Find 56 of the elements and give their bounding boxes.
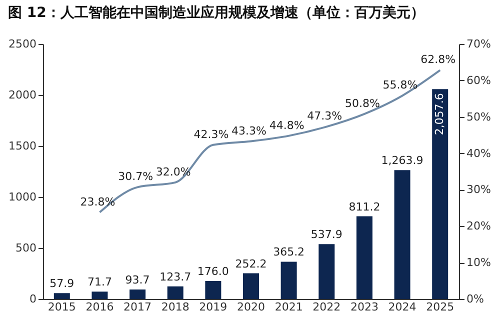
data-label: 811.2 [348, 200, 380, 214]
y2-tick-label: 10% [466, 256, 491, 270]
chart-title: 图 12：人工智能在中国制造业应用规模及增速（单位：百万美元） [8, 4, 424, 21]
bar [432, 89, 448, 299]
x-tick-label: 2018 [161, 300, 190, 314]
data-label: 123.7 [160, 270, 192, 284]
data-label: 42.3% [194, 128, 229, 141]
x-tick-label: 2016 [86, 300, 114, 314]
y-tick-label: 500 [16, 242, 36, 254]
y2-tick-label: 20% [466, 220, 491, 233]
bar [356, 216, 372, 299]
y-tick-label: 1000 [8, 190, 36, 204]
y-tick-label: 2000 [8, 88, 36, 102]
x-tick-label: 2024 [388, 300, 416, 314]
x-tick-label: 2017 [124, 300, 152, 314]
data-label: 93.7 [125, 273, 150, 286]
bar [92, 292, 108, 299]
bar [280, 262, 297, 299]
y2-tick-label: 70% [466, 38, 491, 50]
data-label: 43.3% [232, 124, 266, 138]
data-label: 30.7% [118, 170, 154, 184]
bar [54, 293, 70, 299]
bar [167, 286, 184, 299]
y2-tick-label: 60% [466, 74, 491, 87]
y2-tick-label: 50% [466, 110, 491, 124]
bar [394, 170, 410, 299]
x-tick-label: 2025 [426, 300, 454, 314]
data-label: 57.9 [50, 277, 74, 290]
y-tick-label: 1500 [8, 140, 36, 152]
data-label: 62.8% [420, 53, 456, 66]
y-tick-label: 0 [30, 292, 36, 306]
data-label: 252.2 [235, 257, 267, 270]
data-label: 537.9 [310, 228, 342, 242]
x-tick-label: 2023 [350, 300, 378, 314]
x-tick-label: 2019 [199, 300, 228, 314]
y2-tick-label: 30% [466, 183, 491, 196]
data-label: 55.8% [382, 78, 418, 92]
y2-tick-label: 40% [466, 146, 491, 160]
x-tick-label: 2022 [312, 300, 341, 314]
x-tick-label: 2015 [48, 300, 76, 314]
bar [205, 281, 222, 299]
bar [318, 244, 335, 299]
data-label: 176.0 [197, 265, 229, 278]
data-label: 1,263.9 [381, 154, 424, 168]
data-label: 2,057.6 [433, 93, 446, 136]
y2-tick-label: 0% [466, 292, 484, 306]
data-label: 44.8% [269, 118, 304, 132]
y-tick-label: 2500 [8, 38, 36, 50]
bar [130, 289, 146, 299]
data-label: 47.3% [307, 110, 342, 123]
x-tick-label: 2021 [274, 300, 303, 314]
bar [243, 273, 259, 299]
x-tick-label: 2020 [237, 300, 265, 314]
data-label: 50.8% [344, 96, 380, 110]
data-label: 365.2 [273, 246, 305, 259]
data-label: 71.7 [87, 276, 112, 289]
